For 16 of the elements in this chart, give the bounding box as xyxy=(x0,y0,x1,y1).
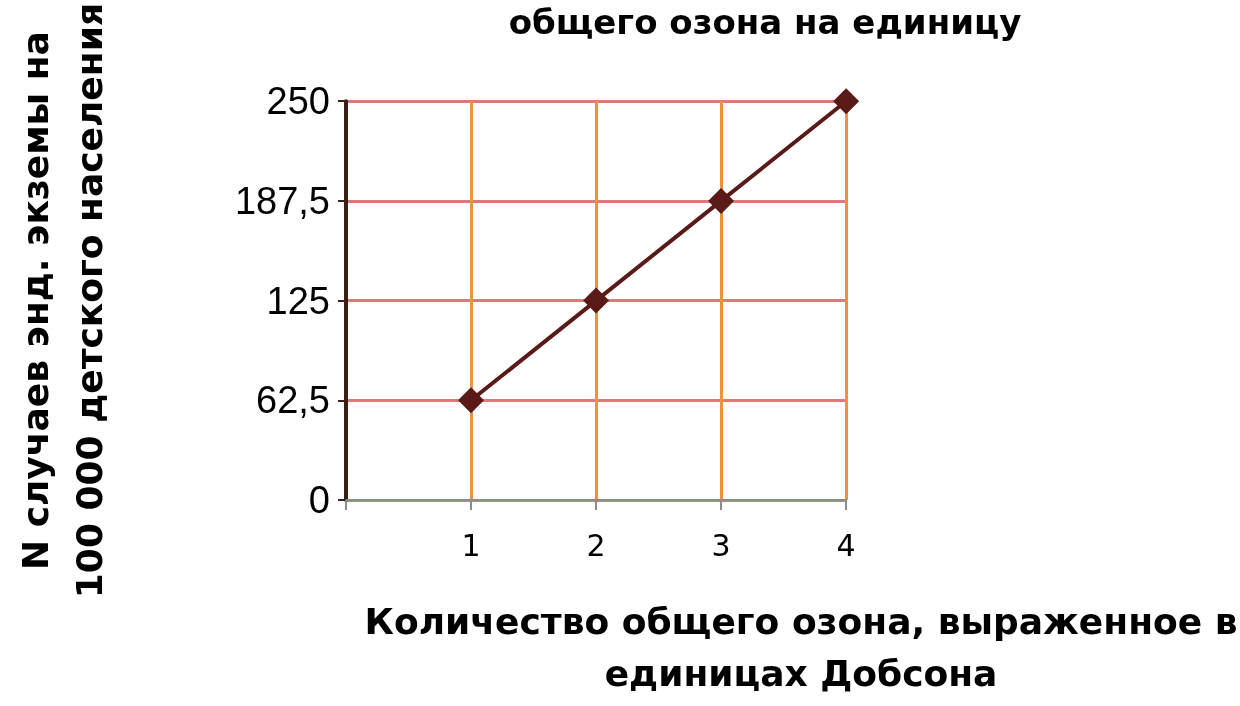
y-tick-label: 250 xyxy=(266,80,330,123)
point xyxy=(583,287,610,314)
point xyxy=(833,88,860,115)
x-tick-label: 2 xyxy=(586,527,606,563)
y-axis-title: N случаев энд. экземы на 100 000 детского населения xyxy=(14,3,110,599)
x-axis-title: Количество общего озона, выраженное в единицах Добсона xyxy=(364,600,1238,694)
x-tick-label: 1 xyxy=(461,527,481,563)
x-tick-label: 3 xyxy=(711,527,731,563)
point xyxy=(708,187,735,214)
point xyxy=(458,387,485,414)
y-tick-label: 0 xyxy=(308,479,330,521)
y-tick-label: 187,5 xyxy=(234,179,330,222)
y-tick-label: 125 xyxy=(266,279,330,322)
chart-title: общего озона на единицу xyxy=(508,2,1022,42)
x-tick-label: 4 xyxy=(836,527,856,563)
y-tick-label: 62,5 xyxy=(256,379,330,422)
